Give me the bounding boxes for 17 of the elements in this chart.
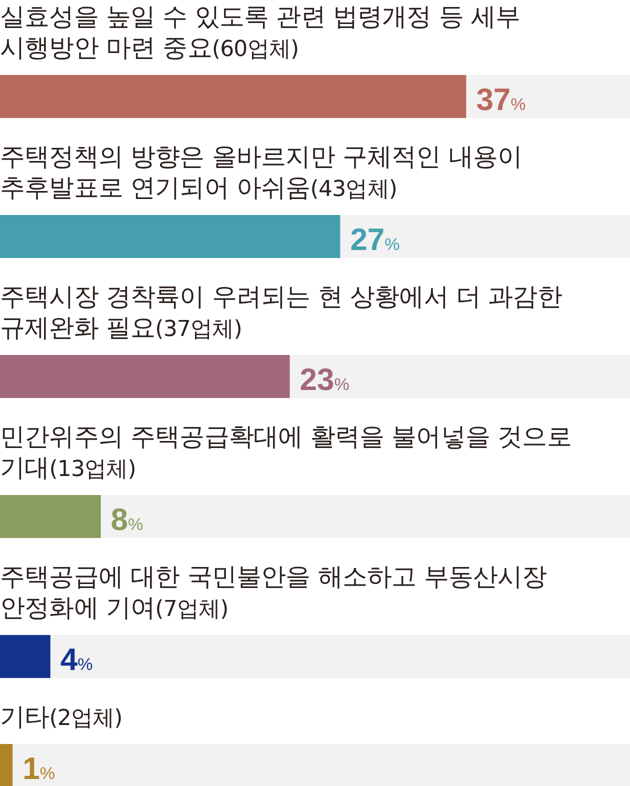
category-label: 기대(13업체) xyxy=(0,453,136,482)
category-label: 실효성을 높일 수 있도록 관련 법령개정 등 세부 xyxy=(0,2,520,31)
category-label: 시행방안 마련 중요(60업체) xyxy=(0,33,299,62)
value-label: 23% xyxy=(300,362,350,397)
value-label: 8% xyxy=(110,502,144,537)
category-label: 주택시장 경착륙이 우려되는 현 상황에서 더 과감한 xyxy=(0,282,562,311)
category-label: 민간위주의 주택공급확대에 활력을 불어넣을 것으로 xyxy=(0,422,572,451)
category-label: 추후발표로 연기되어 아쉬움(43업체) xyxy=(0,173,398,202)
category-label: 안정화에 기여(7업체) xyxy=(0,593,228,622)
category-label: 주택공급에 대한 국민불안을 해소하고 부동산시장 xyxy=(0,562,547,591)
category-label: 주택정책의 방향은 올바르지만 구체적인 내용이 xyxy=(0,142,522,171)
category-label: 규제완화 필요(37업체) xyxy=(0,313,242,342)
value-label: 37% xyxy=(476,82,526,117)
value-label: 1% xyxy=(22,751,55,786)
value-label: 27% xyxy=(350,222,400,257)
category-label: 기타(2업체) xyxy=(0,702,122,731)
value-label: 4% xyxy=(60,642,93,677)
